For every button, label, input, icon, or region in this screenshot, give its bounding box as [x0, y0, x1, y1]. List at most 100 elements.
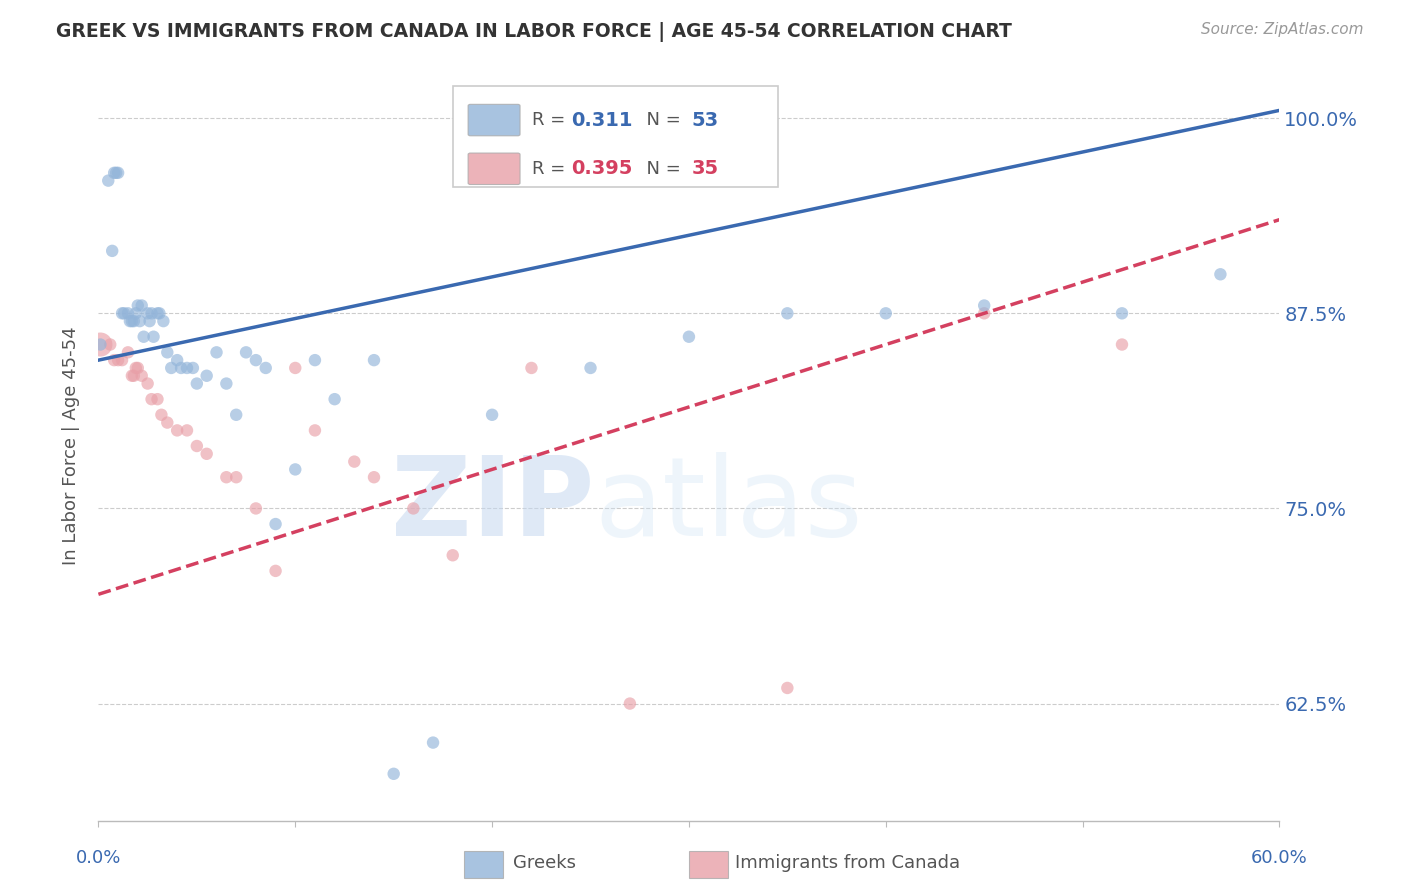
Point [441, 549, 464, 563]
Point [776, 681, 799, 695]
Point [131, 368, 153, 383]
Point [176, 361, 198, 376]
Point [121, 368, 143, 383]
Point [111, 353, 134, 368]
Point [89, 337, 111, 351]
Point [136, 306, 159, 320]
Point [225, 470, 247, 484]
Point [422, 736, 444, 750]
Point [304, 353, 326, 368]
Text: Immigrants from Canada: Immigrants from Canada [735, 854, 960, 872]
Text: 53: 53 [692, 111, 718, 129]
Point [481, 408, 503, 422]
Point [363, 353, 385, 368]
Point [579, 361, 602, 376]
Point [156, 416, 179, 430]
Text: R =: R = [531, 112, 571, 129]
Text: 0.311: 0.311 [571, 111, 633, 129]
Point [152, 314, 174, 328]
Point [363, 470, 385, 484]
Point [97, 174, 120, 188]
Point [117, 345, 139, 359]
Point [142, 330, 165, 344]
Text: 0.395: 0.395 [571, 160, 633, 178]
Point [176, 423, 198, 437]
Point [678, 330, 700, 344]
Point [215, 376, 238, 391]
Point [111, 306, 134, 320]
Point [107, 166, 129, 180]
Point [136, 376, 159, 391]
Point [132, 330, 155, 344]
Text: N =: N = [634, 112, 686, 129]
Point [304, 423, 326, 437]
Y-axis label: In Labor Force | Age 45-54: In Labor Force | Age 45-54 [62, 326, 80, 566]
Point [125, 361, 148, 376]
Point [101, 244, 124, 258]
Point [121, 314, 143, 328]
Point [186, 439, 208, 453]
Point [382, 767, 405, 781]
Text: 60.0%: 60.0% [1251, 849, 1308, 867]
Point [186, 376, 208, 391]
Point [98, 337, 121, 351]
Point [125, 306, 148, 320]
Point [235, 345, 257, 359]
Point [195, 447, 218, 461]
Point [264, 564, 287, 578]
Point [245, 501, 267, 516]
Point [284, 361, 307, 376]
Point [166, 353, 188, 368]
Text: 35: 35 [692, 160, 718, 178]
Point [1111, 337, 1133, 351]
Point [1111, 306, 1133, 320]
Point [122, 314, 145, 328]
Point [254, 361, 277, 376]
Bar [689, 851, 728, 878]
Text: Source: ZipAtlas.com: Source: ZipAtlas.com [1201, 22, 1364, 37]
Point [245, 353, 267, 368]
Point [128, 314, 150, 328]
Point [107, 353, 129, 368]
Point [122, 368, 145, 383]
Point [875, 306, 897, 320]
Point [619, 697, 641, 711]
Point [205, 345, 228, 359]
Point [138, 314, 160, 328]
Text: N =: N = [634, 160, 686, 178]
Point [973, 298, 995, 313]
Point [141, 306, 163, 320]
Text: atlas: atlas [595, 452, 863, 559]
Point [195, 368, 218, 383]
Point [103, 166, 125, 180]
Point [343, 454, 366, 468]
Point [146, 392, 169, 407]
Text: R =: R = [531, 160, 571, 178]
Point [264, 517, 287, 532]
Point [103, 353, 125, 368]
Point [1209, 268, 1232, 282]
Point [148, 306, 170, 320]
Point [181, 361, 204, 376]
Point [215, 470, 238, 484]
Point [127, 298, 149, 313]
Text: 0.0%: 0.0% [76, 849, 121, 867]
Point [323, 392, 346, 407]
Point [776, 306, 799, 320]
Point [117, 306, 139, 320]
Point [160, 361, 183, 376]
Point [973, 306, 995, 320]
FancyBboxPatch shape [468, 153, 520, 185]
Point [141, 392, 163, 407]
Point [131, 298, 153, 313]
Point [112, 306, 135, 320]
Bar [464, 851, 503, 878]
FancyBboxPatch shape [468, 104, 520, 136]
Point [150, 408, 173, 422]
Point [402, 501, 425, 516]
Point [225, 408, 247, 422]
Text: Greeks: Greeks [513, 854, 576, 872]
Point [166, 423, 188, 437]
Text: GREEK VS IMMIGRANTS FROM CANADA IN LABOR FORCE | AGE 45-54 CORRELATION CHART: GREEK VS IMMIGRANTS FROM CANADA IN LABOR… [56, 22, 1012, 42]
Point [170, 361, 193, 376]
